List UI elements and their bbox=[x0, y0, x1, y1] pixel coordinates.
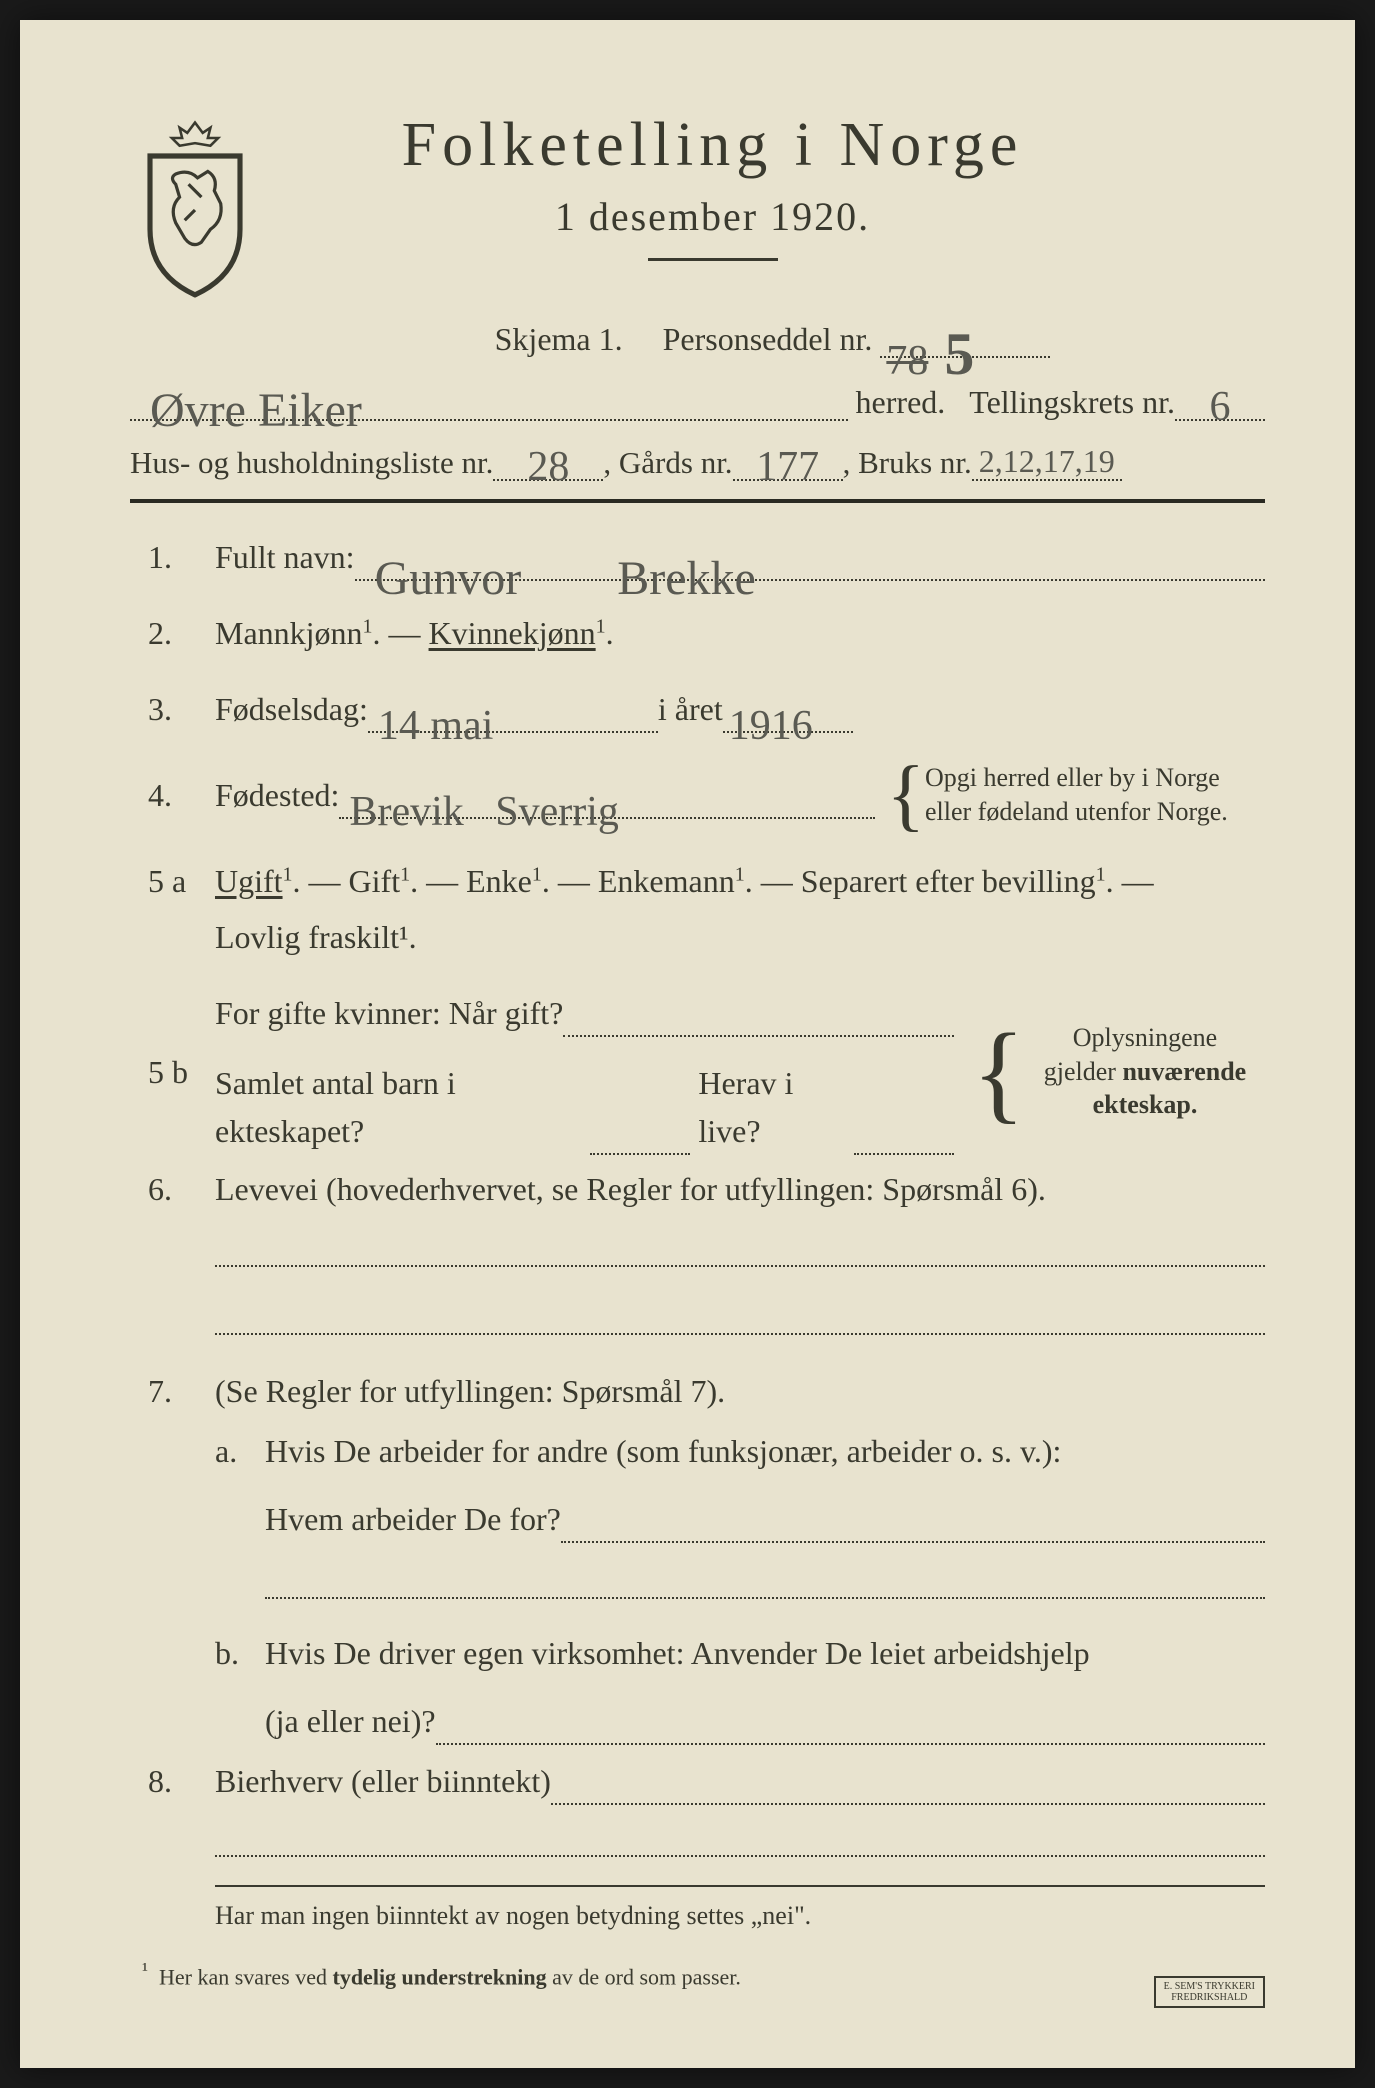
q7b-text2: (ja eller nei)? bbox=[265, 1697, 436, 1745]
hus-line: Hus- og husholdningsliste nr. 28 , Gårds… bbox=[130, 443, 1265, 481]
header: Folketelling i Norge 1 desember 1920. bbox=[130, 110, 1265, 300]
skjema-label: Skjema 1. bbox=[495, 321, 623, 357]
q5b-num: 5 b bbox=[130, 1048, 215, 1096]
q5a-line2: Lovlig fraskilt¹. bbox=[215, 913, 1265, 961]
person-label: Personseddel nr. bbox=[663, 321, 873, 357]
krets-label: Tellingskrets nr. bbox=[969, 384, 1175, 421]
stamp-line1: E. SEM'S TRYKKERI bbox=[1164, 1981, 1255, 1992]
q6-blank1 bbox=[215, 1223, 1265, 1267]
brace-icon: { bbox=[972, 1028, 1025, 1116]
q1-row: 1. Fullt navn: Gunvor Brekke bbox=[130, 533, 1265, 581]
q4-label: Fødested: bbox=[215, 771, 339, 819]
q6-blank2 bbox=[215, 1291, 1265, 1335]
coat-of-arms-icon bbox=[130, 120, 260, 300]
q5a-row: 5 a Ugift1. — Gift1. — Enke1. — Enkemann… bbox=[130, 857, 1265, 905]
q7a-blank bbox=[265, 1555, 1265, 1599]
main-title: Folketelling i Norge bbox=[290, 110, 1135, 181]
title-rule bbox=[648, 258, 778, 261]
q4-num: 4. bbox=[130, 771, 215, 819]
person-nr: 5 bbox=[944, 320, 974, 389]
footnote-mark: ¹ bbox=[142, 1959, 148, 1981]
q8-row: 8. Bierhverv (eller biinntekt) bbox=[130, 1757, 1265, 1805]
q7-num: 7. bbox=[130, 1367, 215, 1415]
footnote: ¹ Her kan svares ved tydelig understrekn… bbox=[130, 1959, 1265, 1990]
q2-dash: — bbox=[389, 615, 429, 651]
q1-value: Gunvor Brekke bbox=[375, 543, 756, 615]
q5b-row: 5 b For gifte kvinner: Når gift? Samlet … bbox=[130, 989, 1265, 1155]
q5b-label1: For gifte kvinner: Når gift? bbox=[215, 989, 563, 1037]
q4-row: 4. Fødested: Brevik Sverrig { Opgi herre… bbox=[130, 761, 1265, 829]
q8-num: 8. bbox=[130, 1757, 215, 1805]
subtitle-date: 1 desember 1920. bbox=[290, 193, 1135, 240]
q5a-row2: Lovlig fraskilt¹. bbox=[130, 913, 1265, 961]
q1-num: 1. bbox=[130, 533, 215, 581]
q7-row: 7. (Se Regler for utfyllingen: Spørsmål … bbox=[130, 1367, 1265, 1415]
skjema-line: Skjema 1. Personseddel nr. 78 5 bbox=[130, 320, 1265, 358]
q2-mann: Mannkjønn bbox=[215, 615, 363, 651]
q5b-side: Oplysningene gjelder nuværende ekteskap. bbox=[1025, 1021, 1265, 1122]
q7b-text1: Hvis De driver egen virksomhet: Anvender… bbox=[265, 1629, 1265, 1677]
q4-side1: Opgi herred eller by i Norge bbox=[925, 761, 1265, 795]
q7b-label: b. bbox=[215, 1629, 265, 1745]
herred-name: Øvre Eiker bbox=[150, 383, 362, 438]
q3-row: 3. Fødselsdag: 14 mai i året 1916 bbox=[130, 685, 1265, 733]
q5b-side1: Oplysningene bbox=[1025, 1021, 1265, 1055]
q3-year: 1916 bbox=[729, 695, 813, 758]
herred-label: herred. bbox=[856, 384, 946, 421]
q8-label: Bierhverv (eller biinntekt) bbox=[215, 1757, 551, 1805]
q6-num: 6. bbox=[130, 1165, 215, 1213]
hus-nr: 28 bbox=[527, 443, 569, 491]
q3-num: 3. bbox=[130, 685, 215, 733]
q3-label: Fødselsdag: bbox=[215, 685, 368, 733]
q1-label: Fullt navn: bbox=[215, 533, 355, 581]
gard-nr: 177 bbox=[756, 443, 819, 491]
person-nr-struck: 78 bbox=[886, 337, 928, 385]
q7a-row: a. Hvis De arbeider for andre (som funks… bbox=[130, 1427, 1265, 1543]
krets-nr: 6 bbox=[1210, 383, 1231, 431]
q7-label: (Se Regler for utfyllingen: Spørsmål 7). bbox=[215, 1367, 1265, 1415]
q5b-label2: Samlet antal barn i ekteskapet? bbox=[215, 1059, 590, 1155]
bruk-nr: 2,12,17,19 bbox=[979, 443, 1115, 480]
footer-rule bbox=[215, 1885, 1265, 1887]
q5b-label3: Herav i live? bbox=[698, 1059, 854, 1155]
q2-kvinne: Kvinnekjønn bbox=[429, 615, 596, 651]
brace-icon: { bbox=[887, 763, 925, 827]
stamp-line2: FREDRIKSHALD bbox=[1164, 1992, 1255, 2003]
q5a-ugift: Ugift bbox=[215, 863, 283, 899]
q7a-text2: Hvem arbeider De for? bbox=[265, 1495, 561, 1543]
q2-row: 2. Mannkjønn1. — Kvinnekjønn1. bbox=[130, 609, 1265, 657]
q3-day: 14 mai bbox=[378, 695, 493, 758]
printer-stamp: E. SEM'S TRYKKERI FREDRIKSHALD bbox=[1154, 1976, 1265, 2008]
hus-label: Hus- og husholdningsliste nr. bbox=[130, 445, 493, 481]
herred-line: Øvre Eiker herred. Tellingskrets nr. 6 bbox=[130, 383, 1265, 421]
q7a-text1: Hvis De arbeider for andre (som funksjon… bbox=[265, 1427, 1265, 1475]
bruk-label: , Bruks nr. bbox=[843, 445, 972, 481]
q4-value: Brevik Sverrig bbox=[349, 781, 618, 844]
q3-mid: i året bbox=[658, 685, 723, 733]
q8-blank bbox=[215, 1813, 1265, 1857]
q6-row: 6. Levevei (hovederhvervet, se Regler fo… bbox=[130, 1165, 1265, 1213]
title-block: Folketelling i Norge 1 desember 1920. bbox=[290, 110, 1265, 286]
q7a-label: a. bbox=[215, 1427, 265, 1543]
census-form-page: Folketelling i Norge 1 desember 1920. Sk… bbox=[20, 20, 1355, 2068]
q4-side: Opgi herred eller by i Norge eller fødel… bbox=[925, 761, 1265, 829]
footer-text: Har man ingen biinntekt av nogen betydni… bbox=[215, 1901, 1265, 1931]
divider bbox=[130, 499, 1265, 503]
q5b-side3: ekteskap. bbox=[1093, 1090, 1198, 1119]
q6-label: Levevei (hovederhvervet, se Regler for u… bbox=[215, 1165, 1265, 1213]
q7b-row: b. Hvis De driver egen virksomhet: Anven… bbox=[130, 1629, 1265, 1745]
q5b-side2b: nuværende bbox=[1122, 1057, 1246, 1086]
q4-side2: eller fødeland utenfor Norge. bbox=[925, 795, 1265, 829]
q2-num: 2. bbox=[130, 609, 215, 657]
q5a-num: 5 a bbox=[130, 857, 215, 905]
gard-label: , Gårds nr. bbox=[603, 445, 732, 481]
